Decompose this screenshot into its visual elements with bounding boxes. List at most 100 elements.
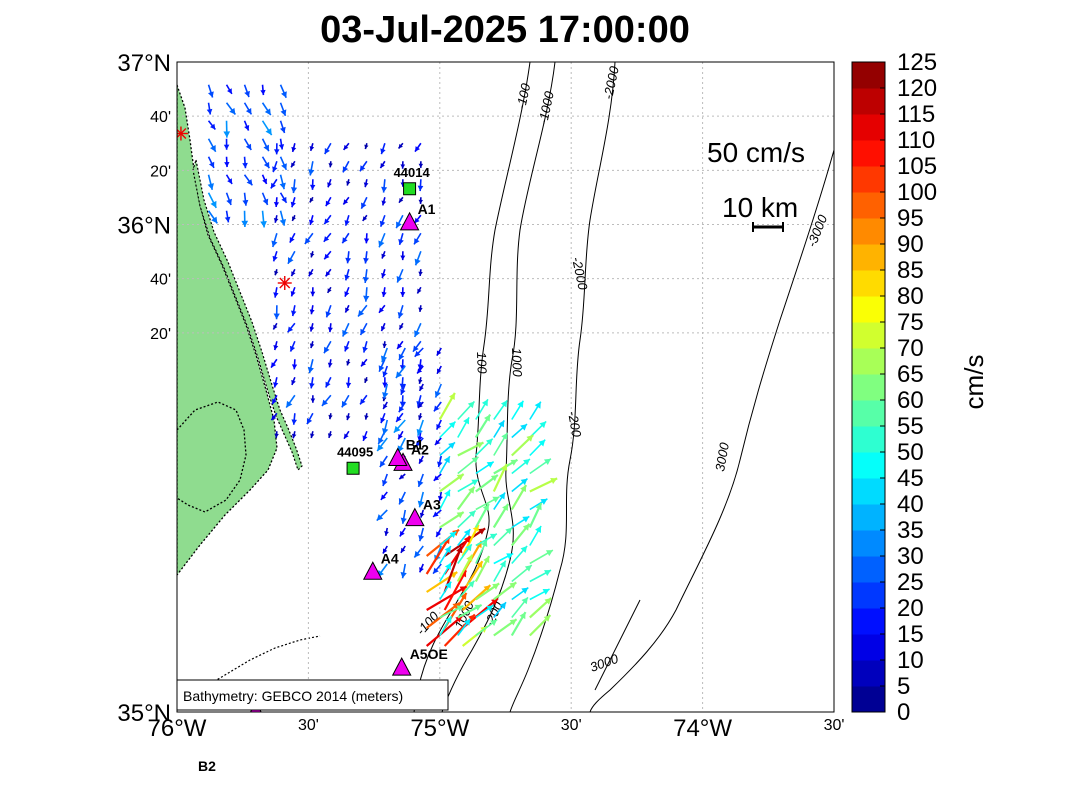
colorbar-bin: [852, 400, 885, 427]
current-vector: [511, 564, 533, 583]
current-vector: [241, 210, 249, 227]
station-label: 44014: [394, 165, 431, 180]
colorbar-bin: [852, 88, 885, 115]
current-vector: [413, 322, 422, 338]
current-vectors: [206, 84, 558, 647]
scale-vector-label: 50 cm/s: [707, 137, 805, 168]
current-vector: [290, 197, 296, 208]
current-vector: [511, 586, 529, 601]
mooring-marker: A3: [405, 497, 441, 527]
current-vector: [310, 431, 315, 439]
current-vector: [529, 498, 548, 511]
current-vector: [291, 413, 298, 425]
current-vector: [342, 160, 350, 173]
current-vector: [457, 441, 484, 457]
colorbar: 0510152025303540455055606570758085909510…: [851, 49, 937, 726]
current-vector: [379, 455, 388, 468]
current-vector: [415, 437, 424, 448]
current-vector: [384, 527, 389, 536]
colorbar-bin: [852, 634, 885, 661]
current-vector: [344, 286, 350, 298]
current-vector: [287, 322, 296, 333]
current-vector: [346, 179, 351, 186]
current-vector: [529, 458, 552, 475]
current-vector: [475, 539, 488, 564]
current-vector: [273, 197, 280, 208]
latitude-labels: 37°N 40' 20' 36°N 40' 20' 35°N: [117, 50, 171, 727]
current-vector: [475, 604, 494, 619]
current-vector: [278, 138, 285, 150]
contour-label: -2000: [600, 64, 622, 100]
current-vector: [344, 215, 350, 226]
current-vector: [225, 174, 233, 185]
colorbar-bin: [852, 140, 885, 167]
current-vector: [439, 531, 457, 547]
contour-1000: [441, 62, 556, 712]
current-vector: [398, 401, 406, 413]
current-vector: [364, 376, 369, 384]
longitude-labels: 76°W 30' 75°W 30' 74°W 30': [148, 715, 845, 742]
current-vector: [511, 515, 530, 529]
lon-tick-label: 76°W: [148, 715, 207, 742]
current-vector: [399, 377, 406, 390]
lon-tick-label: 74°W: [673, 715, 732, 742]
current-vector: [529, 525, 542, 546]
current-vector: [439, 562, 452, 582]
current-vector: [381, 269, 386, 279]
current-vector: [492, 463, 508, 492]
colorbar-tick-label: 15: [897, 621, 924, 648]
current-vector: [395, 412, 404, 423]
current-vector: [279, 120, 286, 134]
colorbar-bin: [852, 218, 885, 245]
colorbar-bin: [852, 244, 885, 271]
current-vector: [397, 305, 404, 319]
current-vector: [529, 477, 558, 493]
current-vector: [261, 138, 270, 152]
current-vector: [456, 554, 474, 583]
colorbar-tick-label: 30: [897, 543, 924, 570]
current-vector: [324, 142, 332, 155]
current-vector: [416, 286, 422, 294]
current-vector: [304, 232, 314, 245]
current-vector: [273, 287, 279, 298]
current-vector: [224, 156, 230, 168]
current-vector: [439, 473, 465, 493]
current-vector: [345, 377, 352, 388]
scale-bar-label: 10 km: [722, 192, 798, 223]
current-vector: [529, 588, 550, 601]
current-vector: [308, 161, 315, 176]
current-vector: [510, 484, 528, 511]
current-vector: [398, 491, 406, 505]
current-vector: [279, 156, 288, 171]
current-vector: [363, 179, 369, 188]
current-vector: [207, 84, 214, 98]
colorbar-tick-label: 125: [897, 49, 937, 76]
current-vector: [345, 251, 352, 264]
current-vector: [206, 102, 213, 115]
current-vector: [432, 563, 442, 575]
current-vector: [364, 413, 369, 420]
current-vector: [457, 543, 473, 564]
contour-label: 3000: [712, 441, 732, 473]
current-vector: [418, 269, 423, 277]
current-vector: [493, 581, 517, 601]
current-vector: [342, 196, 350, 205]
current-vector: [457, 478, 479, 493]
colorbar-tick-label: 75: [897, 309, 924, 336]
current-vector: [357, 304, 368, 318]
current-vector: [379, 160, 386, 169]
current-vector: [327, 359, 333, 368]
current-vector: [425, 615, 463, 647]
current-vector: [457, 456, 479, 475]
current-vector: [309, 341, 315, 349]
current-vector: [416, 365, 424, 375]
bathymetry-caption-box: Bathymetry: GEBCO 2014 (meters): [176, 679, 449, 711]
current-vector: [309, 196, 314, 203]
current-vector: [493, 527, 513, 547]
colorbar-tick-label: 25: [897, 569, 924, 596]
current-vector: [457, 416, 470, 438]
shore-station-marker: [177, 126, 188, 141]
current-vector: [400, 563, 407, 579]
current-vector: [309, 179, 316, 190]
lat-tick-label: 40': [150, 272, 171, 289]
